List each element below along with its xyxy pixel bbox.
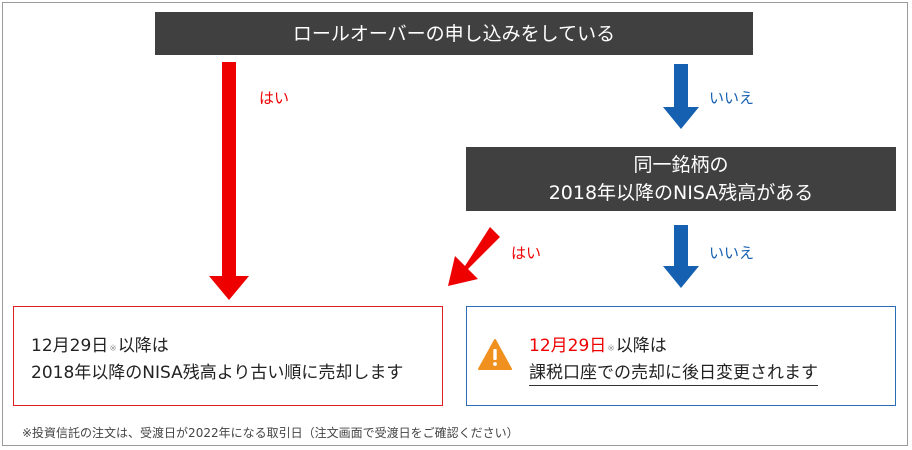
question-box-rollover: ロールオーバーの申し込みをしている: [155, 12, 753, 55]
result-left-date: 12月29日: [31, 336, 109, 356]
yes-arrow-down-long: [209, 62, 249, 300]
question-rollover-text: ロールオーバーの申し込みをしている: [292, 22, 616, 45]
no-arrow-down-2: [663, 225, 699, 288]
result-left-line2: 2018年以降のNISA残高より古い順に売却します: [31, 363, 404, 383]
result-left-line1: 12月29日※以降は: [31, 334, 442, 361]
question-box-nisa-balance: 同一銘柄の 2018年以降のNISA残高がある: [466, 147, 896, 211]
result-right-after-date: 以降は: [615, 336, 667, 356]
result-box-taxable-account: 12月29日※以降は 課税口座での売却に後日変更されます: [466, 306, 896, 406]
result-left-after-date: 以降は: [117, 336, 169, 356]
result-right-date: 12月29日: [529, 336, 607, 356]
no-arrow-down-1: [663, 64, 699, 129]
question-nisa-line2: 2018年以降のNISA残高がある: [548, 182, 814, 204]
warning-icon: [478, 339, 512, 370]
question-nisa-line1: 同一銘柄の: [633, 154, 729, 176]
result-right-line1: 12月29日※以降は: [529, 334, 895, 361]
label-no-1: いいえ: [709, 89, 755, 107]
label-yes-1: はい: [259, 89, 290, 107]
yes-arrow-diagonal: [448, 227, 500, 286]
result-box-sell-oldest: 12月29日※以降は 2018年以降のNISA残高より古い順に売却します: [13, 306, 443, 406]
label-yes-2: はい: [511, 244, 542, 262]
result-right-note-mark: ※: [607, 344, 615, 354]
result-left-note-mark: ※: [109, 344, 117, 354]
result-right-line2: 課税口座での売却に後日変更されます: [529, 363, 818, 386]
label-no-2: いいえ: [709, 244, 755, 262]
footnote: ※投資信託の注文は、受渡日が2022年になる取引日（注文画面で受渡日をご確認くだ…: [22, 426, 519, 440]
